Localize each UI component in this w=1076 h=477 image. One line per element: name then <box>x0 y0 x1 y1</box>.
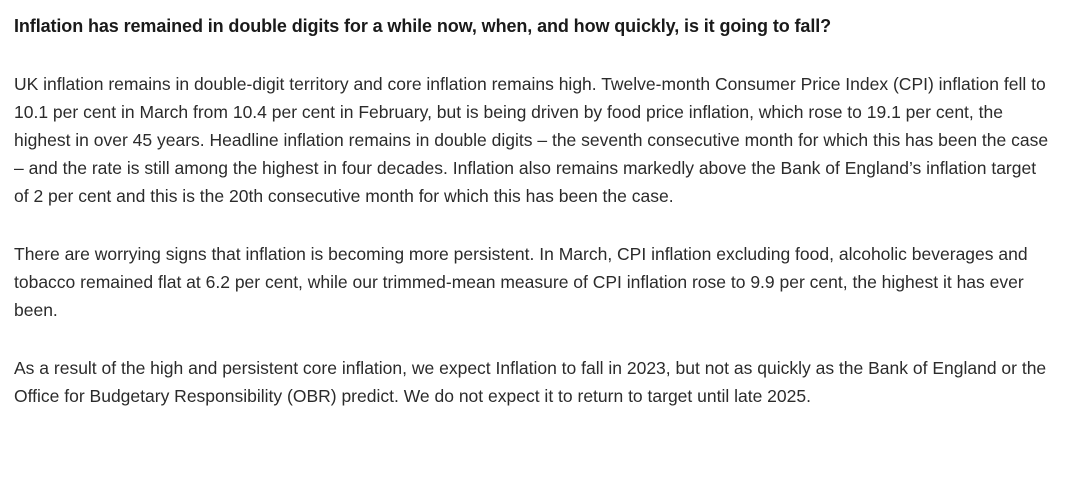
article-heading: Inflation has remained in double digits … <box>14 16 832 36</box>
paragraph-core-inflation: There are worrying signs that inflation … <box>14 244 1028 320</box>
paragraph-forecast: As a result of the high and persistent c… <box>14 358 1047 406</box>
paragraph-cpi-overview: UK inflation remains in double-digit ter… <box>14 74 1049 206</box>
article: Inflation has remained in double digits … <box>14 16 1049 406</box>
